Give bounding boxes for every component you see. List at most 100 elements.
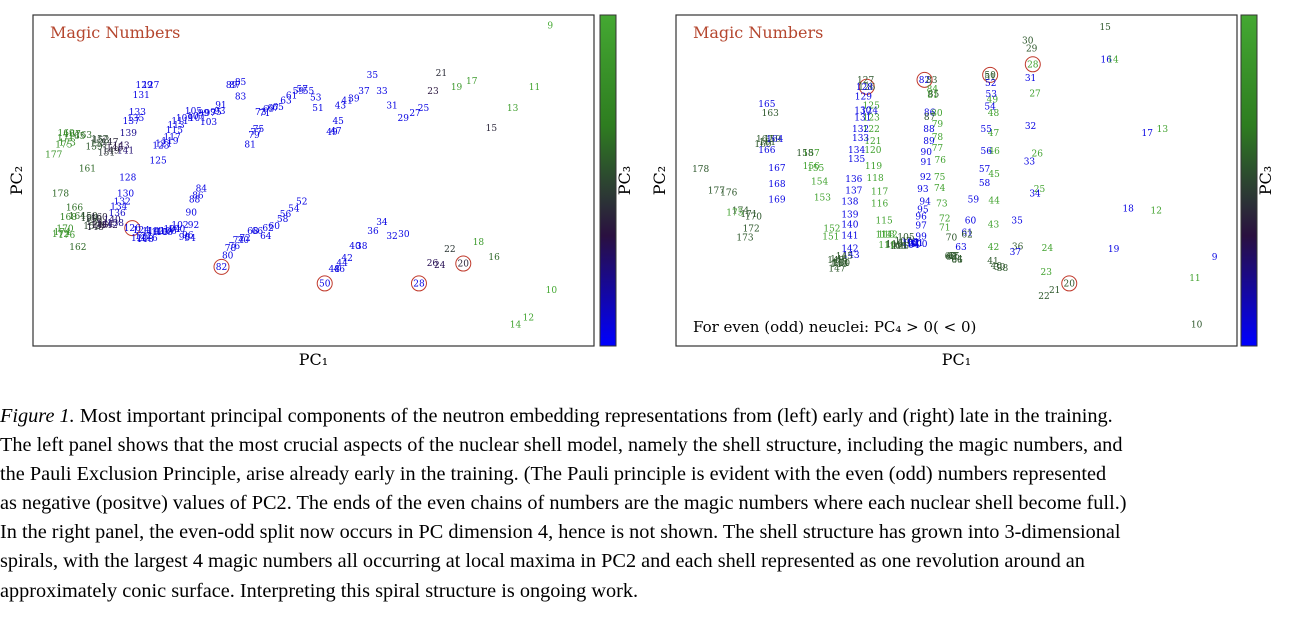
point-label-160: 160: [754, 140, 771, 150]
point-label-56: 56: [280, 210, 292, 220]
point-label-111: 111: [878, 241, 895, 251]
point-label-62: 62: [262, 224, 273, 234]
point-label-19: 19: [451, 83, 463, 93]
point-label-131: 131: [854, 114, 871, 124]
point-label-100: 100: [168, 225, 185, 235]
point-label-24: 24: [1042, 244, 1054, 254]
point-label-53: 53: [986, 90, 998, 100]
point-label-14: 14: [510, 320, 522, 330]
point-label-32: 32: [1025, 122, 1036, 132]
point-label-110: 110: [151, 228, 168, 238]
point-label-119: 119: [865, 162, 882, 172]
point-label-168: 168: [768, 180, 785, 190]
caption-line-3: the Pauli Exclusion Principle, arise alr…: [0, 463, 1107, 486]
point-label-178: 178: [52, 189, 69, 199]
point-label-132: 132: [114, 197, 131, 207]
point-label-112: 112: [881, 230, 898, 240]
point-label-47: 47: [330, 127, 342, 137]
point-label-93: 93: [917, 185, 929, 195]
point-label-79: 79: [248, 131, 260, 141]
point-label-116: 116: [141, 234, 158, 244]
magic-number-circle-126: [124, 220, 141, 237]
point-label-139: 139: [120, 129, 137, 139]
point-label-33: 33: [1024, 158, 1036, 168]
point-label-101: 101: [906, 239, 923, 249]
magic-number-circle-28: [1024, 56, 1041, 73]
point-label-91: 91: [215, 101, 226, 111]
point-label-49: 49: [326, 128, 338, 138]
point-label-48: 48: [988, 109, 1000, 119]
point-label-38: 38: [997, 264, 1009, 274]
point-label-91: 91: [920, 158, 931, 168]
point-label-33: 33: [376, 87, 388, 97]
caption-line-7: approximately conic surface. Interpretin…: [0, 579, 639, 602]
point-label-135: 135: [127, 114, 144, 124]
point-label-84: 84: [927, 85, 939, 95]
point-label-108: 108: [890, 242, 907, 252]
point-label-129: 129: [855, 93, 872, 103]
point-label-54: 54: [984, 103, 996, 113]
point-label-49: 49: [987, 96, 999, 106]
point-label-37: 37: [1010, 248, 1022, 258]
point-label-59: 59: [293, 87, 305, 97]
point-label-27: 27: [1029, 89, 1041, 99]
point-label-99: 99: [198, 109, 210, 119]
point-label-159: 159: [764, 135, 781, 145]
point-label-10: 10: [546, 286, 558, 296]
point-label-72: 72: [239, 234, 250, 244]
point-label-29: 29: [398, 114, 410, 124]
point-label-17: 17: [1142, 129, 1154, 139]
point-label-95: 95: [917, 206, 929, 216]
point-label-143: 143: [842, 251, 859, 261]
point-label-131: 131: [133, 91, 150, 101]
point-label-28: 28: [1027, 60, 1039, 70]
point-label-144: 144: [96, 220, 113, 230]
point-label-98: 98: [908, 240, 920, 250]
point-label-117: 117: [164, 133, 181, 143]
point-label-178: 178: [692, 165, 709, 175]
point-label-125: 125: [150, 157, 167, 167]
point-label-38: 38: [356, 242, 368, 252]
point-label-58: 58: [979, 179, 991, 189]
magic-number-circle-50: [982, 66, 999, 83]
point-label-75: 75: [253, 125, 265, 135]
point-label-36: 36: [1012, 242, 1024, 252]
magic-number-circle-20: [1061, 275, 1078, 292]
point-label-124: 124: [133, 226, 150, 236]
point-label-77: 77: [932, 144, 944, 154]
figure-caption: Figure 1. Most important principal compo…: [0, 402, 1302, 606]
point-label-16: 16: [1101, 56, 1113, 66]
point-label-29: 29: [1026, 44, 1038, 54]
point-label-81: 81: [927, 91, 938, 101]
point-label-155: 155: [90, 140, 107, 150]
point-label-72: 72: [939, 215, 950, 225]
point-label-43: 43: [335, 101, 347, 111]
point-label-100: 100: [910, 240, 927, 250]
point-label-48: 48: [329, 265, 341, 275]
point-label-47: 47: [988, 129, 1000, 139]
point-label-176: 176: [58, 231, 75, 241]
point-label-105: 105: [897, 233, 914, 243]
magic-number-circle-126: [858, 78, 875, 95]
point-label-96: 96: [915, 213, 927, 223]
point-label-56: 56: [981, 147, 993, 157]
magic-number-circle-82: [916, 71, 933, 88]
point-label-15: 15: [1099, 23, 1111, 33]
point-label-46: 46: [988, 147, 1000, 157]
point-label-163: 163: [762, 109, 779, 119]
point-label-177: 177: [708, 186, 725, 196]
point-label-43: 43: [988, 221, 1000, 231]
point-label-102: 102: [902, 239, 919, 249]
point-label-171: 171: [740, 210, 757, 220]
point-label-157: 157: [91, 135, 108, 145]
point-label-54: 54: [288, 204, 300, 214]
point-label-116: 116: [871, 200, 888, 210]
point-label-45: 45: [332, 117, 344, 127]
point-label-104: 104: [164, 225, 181, 235]
point-label-104: 104: [902, 241, 919, 251]
point-label-74: 74: [934, 184, 946, 194]
point-label-52: 52: [985, 79, 996, 89]
point-label-127: 127: [142, 81, 159, 91]
point-label-157: 157: [803, 149, 820, 159]
